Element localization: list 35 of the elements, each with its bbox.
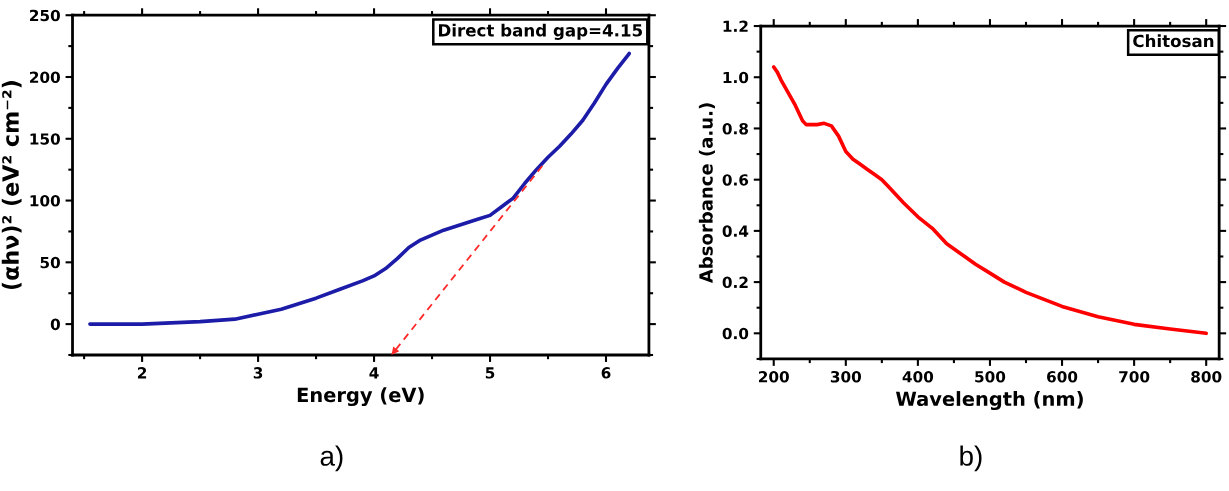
x-tick-label: 800 xyxy=(1191,371,1222,383)
x-tick-label: 5 xyxy=(485,367,495,379)
x-tick-label: 400 xyxy=(902,371,934,383)
x-tick-label: 700 xyxy=(1119,371,1150,383)
y-tick-label: 0.6 xyxy=(722,174,749,186)
annotation: Chitosan xyxy=(1133,34,1214,48)
y-tick-label: 0 xyxy=(50,318,60,331)
y-tick-label: 0.8 xyxy=(722,122,748,135)
annotation: Direct band gap=4.15 xyxy=(438,23,642,40)
y-tick-label: 0.0 xyxy=(722,327,749,340)
y-tick-label: 1.2 xyxy=(723,20,748,32)
x-tick-label: 300 xyxy=(830,371,862,383)
x-axis-title: Energy (eV) xyxy=(297,387,424,407)
x-tick-label: 600 xyxy=(1047,371,1078,383)
y-axis-title: Absorbance (a.u.) xyxy=(698,103,715,284)
y-tick-label: 100 xyxy=(30,195,60,207)
x-tick-label: 500 xyxy=(975,371,1006,383)
y-axis-title: (αhν)² (eV² cm⁻²) xyxy=(1,81,22,290)
y-tick-label: 250 xyxy=(30,9,60,22)
y-tick-label: 0.4 xyxy=(722,225,749,237)
x-axis-title: Wavelength (nm) xyxy=(895,391,1083,411)
x-tick-label: 6 xyxy=(601,367,611,379)
text: a) xyxy=(320,445,343,472)
line-series xyxy=(771,65,1208,336)
x-tick-label: 2 xyxy=(137,367,147,379)
y-tick-label: 0.2 xyxy=(722,276,748,289)
y-tick-label: 50 xyxy=(40,256,60,269)
y-tick-label: 200 xyxy=(30,71,60,84)
x-tick-label: 200 xyxy=(758,371,789,383)
line-series xyxy=(88,51,632,326)
x-tick-label: 3 xyxy=(253,367,263,379)
x-tick-label: 4 xyxy=(369,367,379,379)
y-tick-label: 1.0 xyxy=(723,71,749,84)
y-tick-label: 150 xyxy=(30,133,60,145)
text: b) xyxy=(960,445,982,472)
